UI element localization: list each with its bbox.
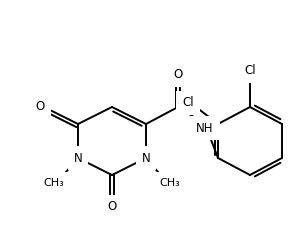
Text: O: O: [35, 100, 45, 114]
Text: CH₃: CH₃: [160, 178, 180, 188]
Text: Cl: Cl: [244, 64, 256, 78]
Text: N: N: [142, 152, 150, 164]
Text: O: O: [173, 69, 183, 81]
Text: O: O: [108, 200, 117, 213]
Text: N: N: [74, 152, 82, 164]
Text: NH: NH: [196, 122, 214, 134]
Text: Cl: Cl: [182, 96, 194, 109]
Text: CH₃: CH₃: [44, 178, 64, 188]
